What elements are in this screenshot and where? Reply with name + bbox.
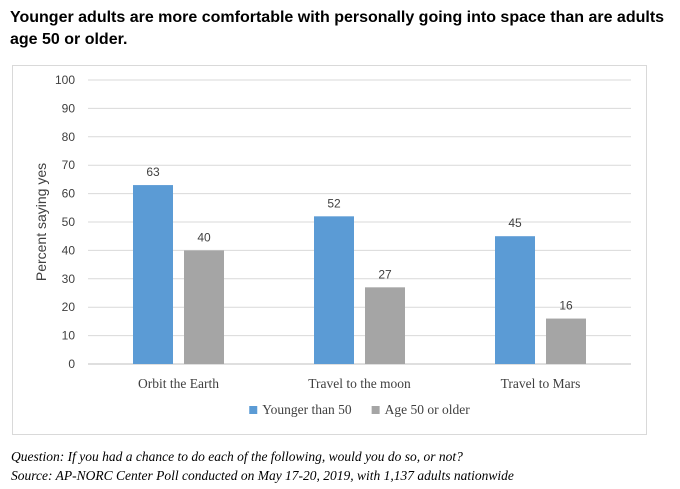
- y-tick-label: 0: [68, 357, 75, 371]
- y-tick-label: 100: [55, 73, 75, 87]
- bar: [314, 216, 354, 364]
- y-tick-label: 70: [62, 158, 76, 172]
- chart-title: Younger adults are more comfortable with…: [10, 9, 665, 48]
- y-tick-label: 90: [62, 101, 76, 115]
- legend-label: Age 50 or older: [385, 402, 471, 417]
- legend-swatch: [371, 406, 380, 414]
- data-label: 27: [378, 267, 392, 281]
- legend-swatch: [249, 406, 258, 414]
- x-category-label: Orbit the Earth: [138, 376, 219, 391]
- y-tick-label: 10: [62, 329, 76, 343]
- data-label: 40: [197, 230, 211, 244]
- y-tick-label: 20: [62, 300, 76, 314]
- data-label: 63: [146, 165, 160, 179]
- y-tick-label: 30: [62, 272, 76, 286]
- bar: [495, 236, 535, 364]
- y-tick-label: 50: [62, 215, 76, 229]
- question-note: Question: If you had a chance to do each…: [11, 449, 463, 464]
- data-label: 52: [327, 196, 341, 210]
- chart-footer: Question: If you had a chance to do each…: [11, 447, 676, 485]
- bar: [546, 318, 586, 364]
- bar-chart: 0 10 20 30 40 50 60 70 80 90 100 Percent saying yes…: [33, 73, 631, 417]
- y-tick-label: 60: [62, 187, 76, 201]
- y-axis-label: Percent saying yes: [33, 163, 49, 281]
- data-label: 45: [508, 216, 522, 230]
- bar: [133, 185, 173, 364]
- source-note: Source: AP-NORC Center Poll conducted on…: [11, 468, 514, 483]
- bar: [184, 250, 224, 364]
- y-tick-label: 80: [62, 130, 76, 144]
- data-label: 16: [559, 299, 573, 313]
- y-tick-label: 40: [62, 243, 76, 257]
- bar: [365, 287, 405, 364]
- x-category-label: Travel to the moon: [308, 376, 411, 391]
- chart-area: 0 10 20 30 40 50 60 70 80 90 100 Percent saying yes…: [12, 65, 647, 435]
- legend-label: Younger than 50: [262, 402, 352, 417]
- x-category-label: Travel to Mars: [501, 376, 581, 391]
